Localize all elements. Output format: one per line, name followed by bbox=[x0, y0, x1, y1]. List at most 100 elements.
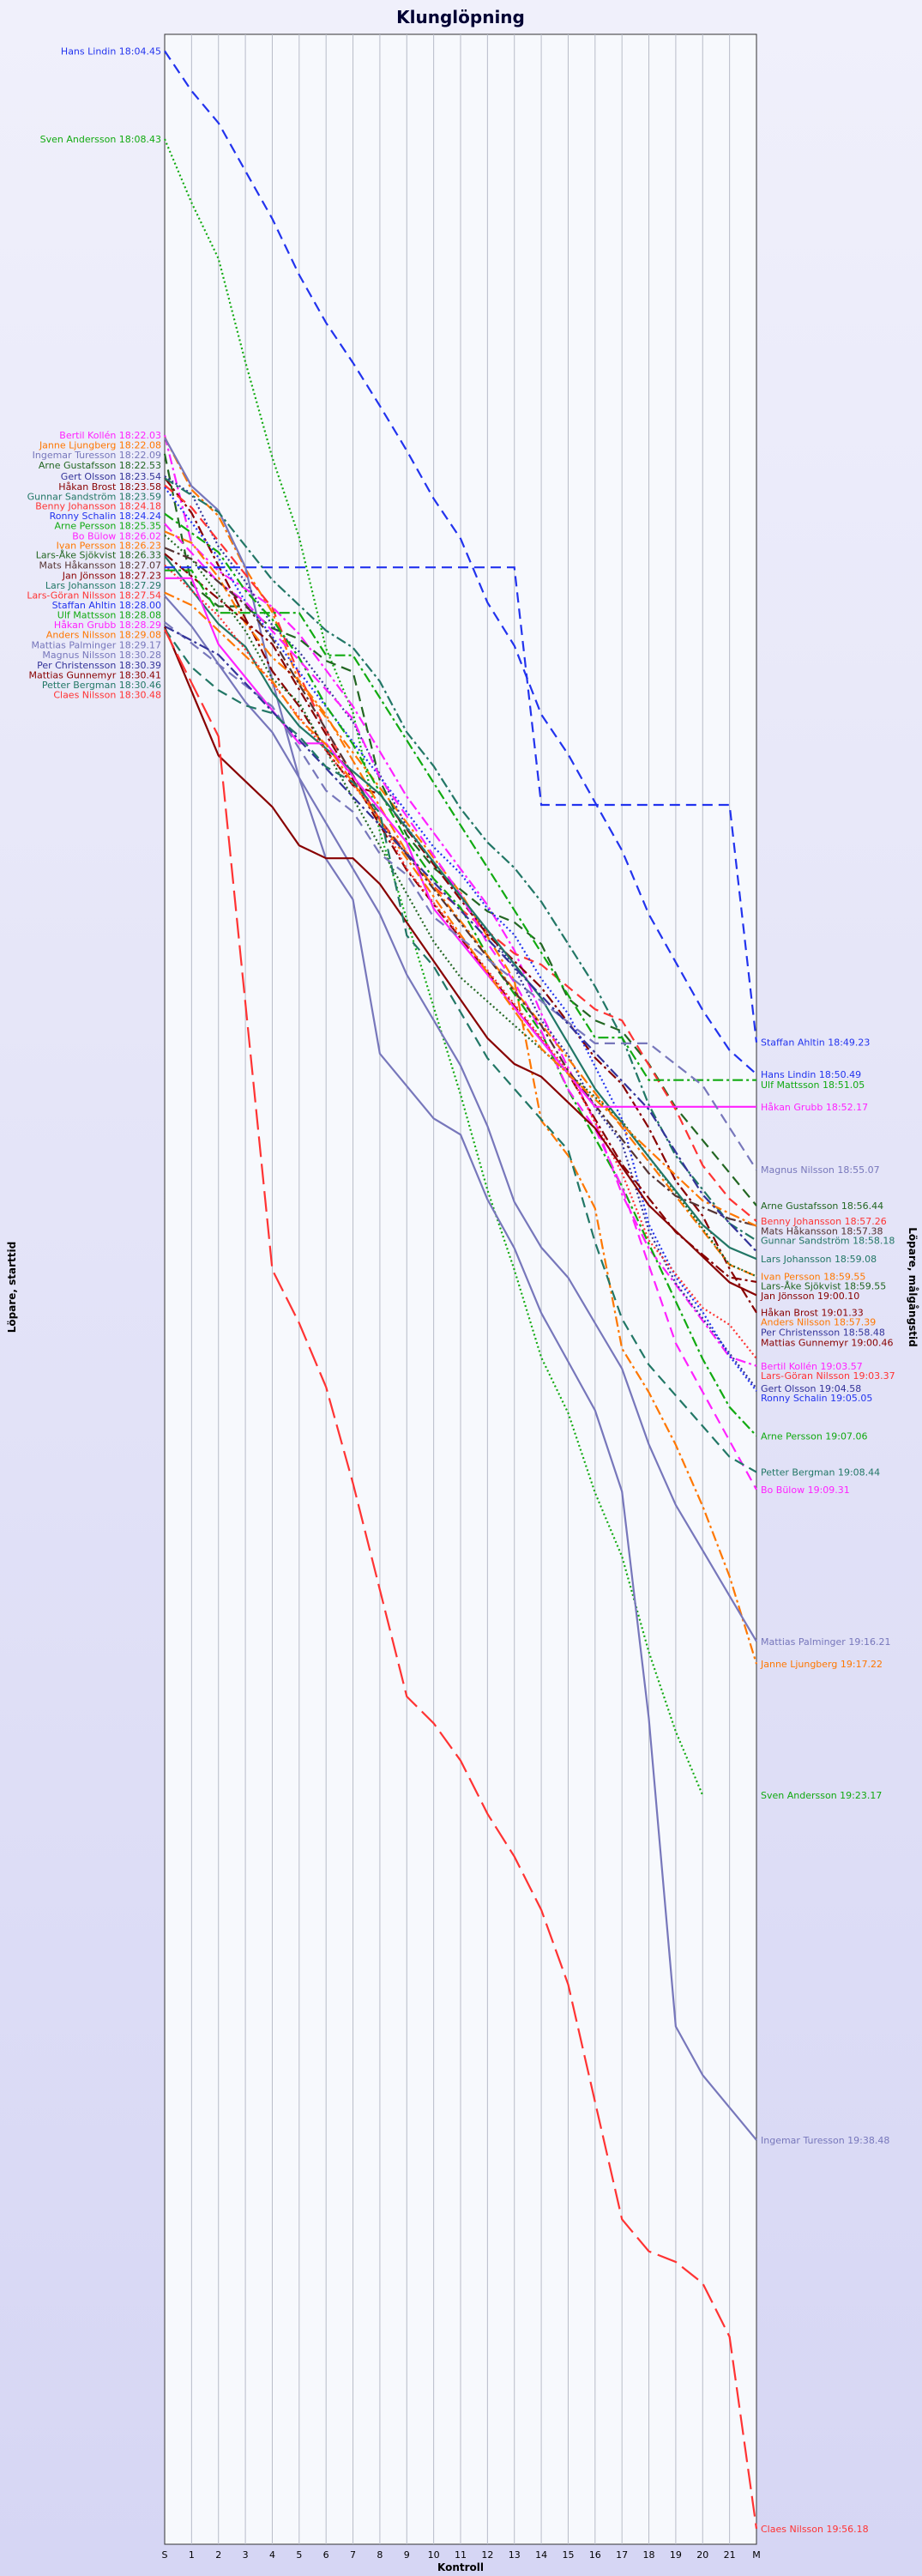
x-tick-label: 17 bbox=[616, 2549, 628, 2561]
x-tick-label: 7 bbox=[350, 2549, 356, 2561]
start-label: Bo Bülow 18:26.02 bbox=[72, 530, 161, 541]
finish-label: Petter Bergman 19:08.44 bbox=[761, 1467, 880, 1478]
start-label: Ulf Mattsson 18:28.08 bbox=[57, 610, 161, 621]
x-tick-label: S bbox=[162, 2549, 168, 2561]
x-tick-label: 2 bbox=[215, 2549, 221, 2561]
start-label: Petter Bergman 18:30.46 bbox=[42, 680, 161, 691]
runner-labels: Hans Lindin 18:04.45 Hans Lindin 18:50.49… bbox=[27, 45, 895, 2534]
x-tick-label: 9 bbox=[404, 2549, 410, 2561]
series-line bbox=[164, 621, 757, 1170]
start-label: Magnus Nilsson 18:30.28 bbox=[42, 650, 161, 661]
series-line bbox=[164, 477, 757, 1314]
start-label: Håkan Grubb 18:28.29 bbox=[54, 620, 161, 631]
start-label: Ivan Persson 18:26.23 bbox=[57, 540, 161, 551]
finish-label: Per Christensson 18:58.48 bbox=[761, 1327, 885, 1338]
finish-label: Magnus Nilsson 18:55.07 bbox=[761, 1164, 880, 1176]
x-tick-label: 4 bbox=[269, 2549, 275, 2561]
start-label: Jan Jönsson 18:27.23 bbox=[62, 570, 161, 581]
x-tick-label: 3 bbox=[243, 2549, 249, 2561]
start-label: Arne Persson 18:25.35 bbox=[55, 521, 161, 532]
finish-label: Jan Jönsson 19:00.10 bbox=[760, 1291, 859, 1302]
finish-label: Arne Gustafsson 18:56.44 bbox=[761, 1200, 883, 1212]
series-line bbox=[163, 138, 704, 1796]
series-line bbox=[165, 577, 756, 1108]
series-line bbox=[164, 595, 757, 1642]
finish-label: Lars Johansson 18:59.08 bbox=[761, 1254, 877, 1265]
start-label: Claes Nilsson 18:30.48 bbox=[53, 690, 161, 701]
start-label: Per Christensson 18:30.39 bbox=[37, 660, 161, 671]
series-line bbox=[164, 628, 757, 1473]
x-tick-label: 20 bbox=[696, 2549, 708, 2561]
x-tick-label: 8 bbox=[377, 2549, 383, 2561]
series-line bbox=[164, 512, 757, 1437]
x-axis-ticks: S 1 2 3 4 5 6 7 8 9 10 11 12 13 14 15 16 17 18 19 20 21 M bbox=[162, 2549, 761, 2561]
series-line bbox=[164, 477, 757, 1242]
start-label: Hans Lindin 18:04.45 bbox=[61, 45, 161, 57]
x-tick-label: 14 bbox=[535, 2549, 547, 2561]
finish-label: Ingemar Turesson 19:38.48 bbox=[761, 2135, 889, 2146]
series-line bbox=[164, 629, 758, 2530]
y-axis-title-right: Löpare, målgångstid bbox=[907, 1227, 919, 1347]
start-label: Staffan Ahltin 18:28.00 bbox=[52, 600, 161, 611]
finish-label: Lars-Åke Sjökvist 18:59.55 bbox=[761, 1280, 886, 1291]
finish-label: Bertil Kollén 19:03.57 bbox=[761, 1361, 863, 1372]
x-tick-label: 18 bbox=[643, 2549, 655, 2561]
start-label: Håkan Brost 18:23.58 bbox=[58, 481, 161, 493]
start-label: Ronny Schalin 18:24.24 bbox=[50, 511, 161, 522]
start-label: Gunnar Sandström 18:23.59 bbox=[27, 491, 161, 502]
finish-label: Håkan Grubb 18:52.17 bbox=[761, 1102, 868, 1113]
start-label: Benny Johansson 18:24.18 bbox=[35, 500, 161, 511]
start-label: Mats Håkansson 18:27.07 bbox=[39, 559, 161, 571]
x-tick-label: 10 bbox=[428, 2549, 440, 2561]
start-label: Janne Ljungberg 18:22.08 bbox=[39, 439, 161, 450]
series-line bbox=[164, 436, 758, 1665]
chart-title: Klunglöpning bbox=[396, 7, 525, 27]
x-tick-label: 11 bbox=[455, 2549, 467, 2561]
series-line bbox=[164, 523, 757, 1491]
series-lines bbox=[163, 50, 758, 2530]
finish-label: Ivan Persson 18:59.55 bbox=[761, 1271, 865, 1282]
series-line bbox=[164, 437, 757, 2141]
finish-label: Janne Ljungberg 19:17.22 bbox=[760, 1659, 883, 1670]
finish-label: Benny Johansson 18:57.26 bbox=[761, 1216, 887, 1227]
series-line bbox=[164, 530, 757, 1278]
finish-label: Gunnar Sandström 18:58.18 bbox=[761, 1236, 895, 1247]
finish-label: Sven Andersson 19:23.17 bbox=[761, 1790, 882, 1801]
start-label: Lars-Åke Sjökvist 18:26.33 bbox=[36, 550, 161, 561]
start-label: Gert Olsson 18:23.54 bbox=[61, 471, 161, 482]
finish-label: Arne Persson 19:07.06 bbox=[761, 1430, 867, 1442]
finish-label: Hans Lindin 18:50.49 bbox=[761, 1069, 861, 1080]
finish-label: Mattias Palminger 19:16.21 bbox=[761, 1636, 891, 1648]
finish-label: Ronny Schalin 19:05.05 bbox=[761, 1393, 872, 1404]
finish-label: Ulf Mattsson 18:51.05 bbox=[761, 1079, 865, 1091]
finish-label: Claes Nilsson 19:56.18 bbox=[761, 2524, 869, 2535]
finish-label: Bo Bülow 19:09.31 bbox=[761, 1485, 850, 1496]
series-line bbox=[164, 555, 757, 1261]
series-line bbox=[164, 564, 757, 1359]
grid bbox=[190, 34, 731, 2544]
x-tick-label: 5 bbox=[296, 2549, 302, 2561]
finish-label: Mattias Gunnemyr 19:00.46 bbox=[761, 1337, 894, 1348]
x-tick-label: 12 bbox=[481, 2549, 493, 2561]
series-line bbox=[164, 625, 757, 1253]
finish-label: Håkan Brost 19:01.33 bbox=[761, 1308, 864, 1319]
finish-label: Lars-Göran Nilsson 19:03.37 bbox=[761, 1370, 895, 1382]
start-label: Sven Andersson 18:08.43 bbox=[40, 134, 161, 145]
start-label: Arne Gustafsson 18:22.53 bbox=[39, 460, 161, 471]
start-label: Mattias Gunnemyr 18:30.41 bbox=[28, 670, 161, 681]
x-tick-label: M bbox=[752, 2549, 761, 2561]
start-label: Anders Nilsson 18:29.08 bbox=[46, 630, 161, 641]
x-tick-label: 21 bbox=[724, 2549, 736, 2561]
series-line bbox=[164, 50, 757, 1075]
x-axis-title: Kontroll bbox=[437, 2561, 484, 2573]
finish-label: Staffan Ahltin 18:49.23 bbox=[761, 1037, 870, 1049]
start-label: Lars Johansson 18:27.29 bbox=[45, 580, 161, 591]
x-tick-label: 19 bbox=[670, 2549, 682, 2561]
y-axis-title-left: Löpare, starttid bbox=[6, 1242, 18, 1333]
start-label: Ingemar Turesson 18:22.09 bbox=[33, 450, 161, 461]
series-line bbox=[165, 566, 758, 1043]
start-label: Lars-Göran Nilsson 18:27.54 bbox=[27, 590, 161, 602]
series-line bbox=[163, 626, 757, 1297]
series-line bbox=[165, 569, 756, 1081]
